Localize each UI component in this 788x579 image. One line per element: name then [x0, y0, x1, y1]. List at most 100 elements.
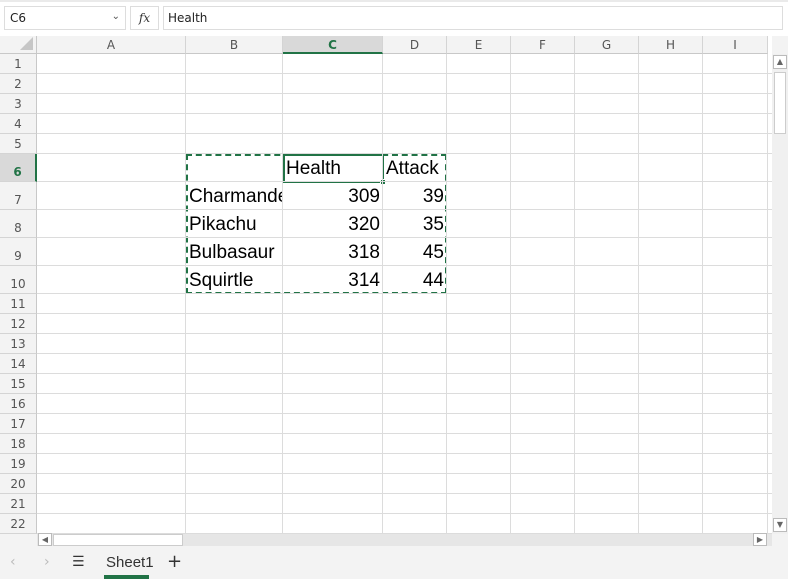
column-header-d[interactable]: D: [383, 36, 447, 54]
row-header-20[interactable]: 20: [0, 474, 37, 494]
gridline-horizontal: [37, 533, 772, 534]
gridline-horizontal: [37, 73, 772, 74]
row-header-1[interactable]: 1: [0, 54, 37, 74]
formula-input[interactable]: Health: [163, 6, 783, 30]
cell-b7[interactable]: Charmander: [189, 186, 283, 207]
row-header-19[interactable]: 19: [0, 454, 37, 474]
all-sheets-menu-icon[interactable]: ☰: [72, 554, 85, 570]
column-header-b[interactable]: B: [186, 36, 283, 54]
sheet-tab-sheet1[interactable]: Sheet1: [106, 554, 154, 571]
gridline-vertical: [510, 54, 511, 534]
gridline-horizontal: [37, 373, 772, 374]
row-header-15[interactable]: 15: [0, 374, 37, 394]
cell-c10[interactable]: 314: [348, 270, 380, 291]
active-sheet-indicator: [104, 575, 149, 579]
gridline-horizontal: [37, 393, 772, 394]
gridline-horizontal: [37, 209, 772, 210]
scroll-up-icon[interactable]: ▲: [773, 55, 787, 69]
row-header-12[interactable]: 12: [0, 314, 37, 334]
cell-d8[interactable]: 35: [422, 214, 444, 235]
fill-handle[interactable]: [380, 179, 386, 185]
gridline-vertical: [382, 54, 383, 534]
cell-d9[interactable]: 45: [422, 242, 444, 263]
row-header-13[interactable]: 13: [0, 334, 37, 354]
gridline-horizontal: [37, 181, 772, 182]
cell-b10[interactable]: Squirtle: [189, 270, 254, 291]
sheet-tab-bar: ‹ › ☰ Sheet1 +: [0, 546, 788, 579]
gridline-horizontal: [37, 433, 772, 434]
column-header-e[interactable]: E: [447, 36, 511, 54]
gridline-horizontal: [37, 473, 772, 474]
gridline-horizontal: [37, 113, 772, 114]
cell-b9[interactable]: Bulbasaur: [189, 242, 275, 263]
gridline-horizontal: [37, 513, 772, 514]
formula-bar: C6 ⌄ fx Health: [0, 0, 788, 36]
row-header-17[interactable]: 17: [0, 414, 37, 434]
gridline-horizontal: [37, 293, 772, 294]
horizontal-scrollbar[interactable]: ◀ ▶: [37, 533, 772, 546]
column-header-c[interactable]: C: [283, 36, 383, 54]
gridline-vertical: [574, 54, 575, 534]
previous-sheet-icon[interactable]: ‹: [10, 554, 16, 570]
insert-function-button[interactable]: fx: [130, 6, 159, 30]
row-header-21[interactable]: 21: [0, 494, 37, 514]
column-header-g[interactable]: G: [575, 36, 639, 54]
gridline-horizontal: [37, 237, 772, 238]
row-header-8[interactable]: 8: [0, 210, 37, 238]
cell-b8[interactable]: Pikachu: [189, 214, 257, 235]
gridline-vertical: [446, 54, 447, 534]
row-header-7[interactable]: 7: [0, 182, 37, 210]
row-header-10[interactable]: 10: [0, 266, 37, 294]
column-header-a[interactable]: A: [37, 36, 186, 54]
gridline-horizontal: [37, 93, 772, 94]
row-header-2[interactable]: 2: [0, 74, 37, 94]
name-box[interactable]: C6 ⌄: [4, 6, 126, 30]
cell-c7[interactable]: 309: [348, 186, 380, 207]
add-sheet-icon[interactable]: +: [167, 551, 183, 572]
active-cell[interactable]: [283, 154, 384, 183]
gridline-horizontal: [37, 265, 772, 266]
gridline-horizontal: [37, 153, 772, 154]
scroll-right-icon[interactable]: ▶: [753, 533, 767, 546]
next-sheet-icon[interactable]: ›: [44, 554, 50, 570]
column-header-i[interactable]: I: [703, 36, 768, 54]
row-header-5[interactable]: 5: [0, 134, 37, 154]
cell-d7[interactable]: 39: [422, 186, 444, 207]
row-header-22[interactable]: 22: [0, 514, 37, 534]
cell-d6[interactable]: Attack: [386, 158, 439, 179]
gridline-vertical: [282, 54, 283, 534]
vertical-scrollbar[interactable]: ▲ ▼: [772, 54, 788, 534]
row-header-18[interactable]: 18: [0, 434, 37, 454]
vertical-scroll-thumb[interactable]: [774, 72, 786, 134]
gridline-horizontal: [37, 453, 772, 454]
row-header-3[interactable]: 3: [0, 94, 37, 114]
gridline-vertical: [767, 54, 768, 534]
cell-c8[interactable]: 320: [348, 214, 380, 235]
row-header-6[interactable]: 6: [0, 154, 37, 182]
chevron-down-icon[interactable]: ⌄: [111, 11, 120, 22]
row-header-9[interactable]: 9: [0, 238, 37, 266]
gridline-horizontal: [37, 413, 772, 414]
spreadsheet-grid[interactable]: HealthAttackCharmander30939Pikachu32035B…: [0, 36, 772, 534]
gridline-horizontal: [37, 353, 772, 354]
cell-c9[interactable]: 318: [348, 242, 380, 263]
horizontal-scroll-thumb[interactable]: [53, 534, 183, 546]
gridline-horizontal: [37, 333, 772, 334]
row-header-11[interactable]: 11: [0, 294, 37, 314]
row-header-4[interactable]: 4: [0, 114, 37, 134]
cell-d10[interactable]: 44: [422, 270, 444, 291]
row-header-14[interactable]: 14: [0, 354, 37, 374]
gridline-horizontal: [37, 133, 772, 134]
select-all-button[interactable]: [0, 36, 37, 54]
name-box-value: C6: [10, 11, 27, 25]
cell-c6[interactable]: Health: [286, 158, 341, 179]
gridline-horizontal: [37, 313, 772, 314]
gridline-vertical: [638, 54, 639, 534]
scroll-left-icon[interactable]: ◀: [38, 533, 52, 546]
column-header-f[interactable]: F: [511, 36, 575, 54]
column-header-h[interactable]: H: [639, 36, 703, 54]
gridline-vertical: [702, 54, 703, 534]
gridline-horizontal: [37, 493, 772, 494]
row-header-16[interactable]: 16: [0, 394, 37, 414]
scroll-down-icon[interactable]: ▼: [773, 518, 787, 532]
